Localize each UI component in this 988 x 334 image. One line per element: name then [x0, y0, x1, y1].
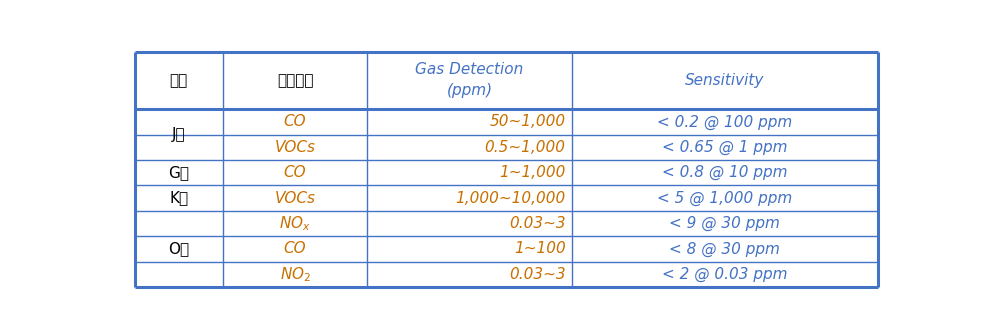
Text: O사: O사: [168, 241, 190, 257]
Text: CO: CO: [284, 115, 306, 130]
Text: CO: CO: [284, 165, 306, 180]
Text: K사: K사: [169, 191, 189, 206]
Text: < 0.2 @ 100 ppm: < 0.2 @ 100 ppm: [657, 115, 792, 130]
Text: 0.5~1,000: 0.5~1,000: [484, 140, 565, 155]
Text: 1~100: 1~100: [514, 241, 565, 257]
Text: < 8 @ 30 ppm: < 8 @ 30 ppm: [669, 241, 781, 257]
Text: VOCs: VOCs: [275, 191, 315, 206]
Text: 1~1,000: 1~1,000: [499, 165, 565, 180]
Text: < 0.65 @ 1 ppm: < 0.65 @ 1 ppm: [662, 140, 787, 155]
Text: < 0.8 @ 10 ppm: < 0.8 @ 10 ppm: [662, 165, 787, 180]
Text: CO: CO: [284, 241, 306, 257]
Text: J사: J사: [172, 127, 186, 142]
Text: 업체: 업체: [170, 73, 188, 88]
Text: 50~1,000: 50~1,000: [489, 115, 565, 130]
Text: $\mathit{NO_{x}}$: $\mathit{NO_{x}}$: [280, 214, 311, 233]
Text: Sensitivity: Sensitivity: [685, 73, 765, 88]
Text: 1,000~10,000: 1,000~10,000: [455, 191, 565, 206]
Text: 0.03~3: 0.03~3: [509, 267, 565, 282]
Text: < 9 @ 30 ppm: < 9 @ 30 ppm: [669, 216, 781, 231]
Text: Gas Detection
(ppm): Gas Detection (ppm): [416, 62, 524, 99]
Text: < 5 @ 1,000 ppm: < 5 @ 1,000 ppm: [657, 190, 792, 206]
Text: < 2 @ 0.03 ppm: < 2 @ 0.03 ppm: [662, 267, 787, 282]
Text: $\mathit{NO_{2}}$: $\mathit{NO_{2}}$: [280, 265, 310, 284]
Text: G사: G사: [168, 165, 190, 180]
Text: VOCs: VOCs: [275, 140, 315, 155]
Text: 0.03~3: 0.03~3: [509, 216, 565, 231]
Text: 유해가스: 유해가스: [277, 73, 313, 88]
